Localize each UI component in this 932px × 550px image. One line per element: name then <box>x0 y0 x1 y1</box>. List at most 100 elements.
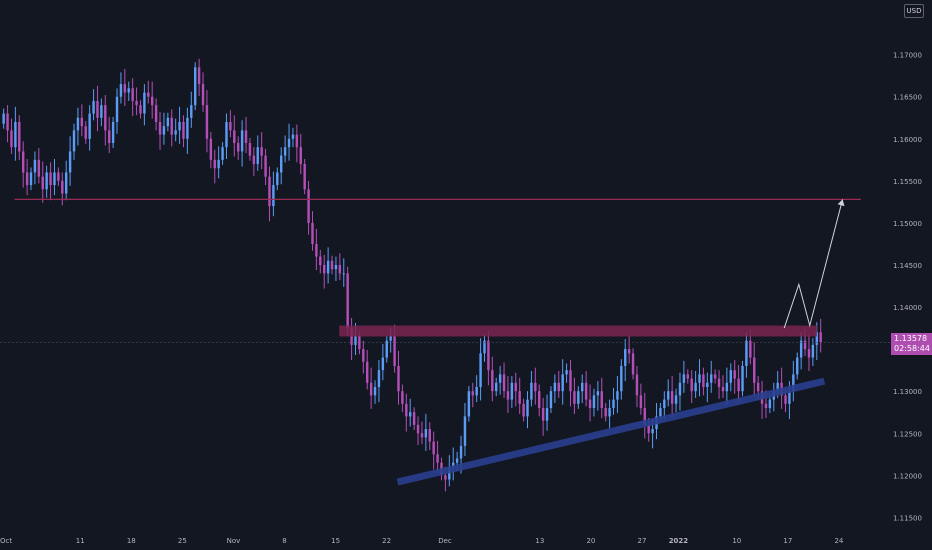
candle-body <box>647 424 650 434</box>
candle-body <box>217 159 220 169</box>
candle-body <box>334 265 338 270</box>
candle-body <box>538 391 541 409</box>
candle-body <box>150 96 154 106</box>
candle-body <box>229 121 232 131</box>
price-tick-label: 1.14500 <box>893 262 922 270</box>
candle-body <box>264 155 267 177</box>
time-tick-label: 2022 <box>669 537 689 545</box>
candle-body <box>491 370 494 392</box>
candle-body <box>710 374 713 383</box>
candle-body <box>170 117 173 135</box>
candle-body <box>694 382 697 392</box>
candle-body <box>627 349 631 354</box>
candle-body <box>53 172 56 186</box>
price-scale[interactable]: 1.115001.120001.125001.130001.135001.140… <box>890 0 932 530</box>
candle-body <box>96 100 99 118</box>
candle-body <box>565 370 568 375</box>
candle-body <box>569 370 572 392</box>
time-tick-label: 15 <box>331 537 340 545</box>
candle-body <box>506 391 510 400</box>
candle-body <box>123 84 127 93</box>
candle-body <box>549 391 553 409</box>
candle-body <box>287 138 291 148</box>
candle-body <box>389 336 392 341</box>
candle-body <box>588 399 592 409</box>
candle-body <box>248 143 252 156</box>
candle-body <box>541 408 545 421</box>
candle-body <box>416 424 420 434</box>
candle-body <box>236 143 240 152</box>
candlestick-chart[interactable] <box>0 0 890 530</box>
price-tick-label: 1.11500 <box>893 514 922 522</box>
candle-body <box>764 403 768 409</box>
resistance-zone[interactable] <box>339 325 818 337</box>
candle-body <box>792 374 795 392</box>
time-tick-label: 13 <box>535 537 544 545</box>
time-tick-label: 22 <box>382 537 391 545</box>
candle-body <box>45 172 48 190</box>
candle-body <box>143 92 146 114</box>
candle-body <box>756 382 760 392</box>
candle-body <box>577 391 580 404</box>
candle-body <box>725 382 729 392</box>
candle-body <box>471 391 474 396</box>
candle-body <box>193 67 197 106</box>
candle-body <box>64 172 68 194</box>
candle-body <box>721 386 725 392</box>
candle-body <box>260 147 263 156</box>
candle-body <box>612 399 615 409</box>
candle-body <box>100 105 103 118</box>
candle-body <box>338 265 342 274</box>
candle-body <box>330 260 334 270</box>
candle-body <box>147 92 150 97</box>
candle-body <box>467 391 471 417</box>
support-trendline[interactable] <box>396 377 826 486</box>
candle-body <box>452 462 455 467</box>
candle-body <box>663 399 666 409</box>
candle-body <box>41 176 44 190</box>
candle-body <box>690 378 693 392</box>
price-tick-label: 1.14000 <box>893 304 922 312</box>
price-tick-label: 1.12000 <box>893 472 922 480</box>
candle-body <box>608 408 611 417</box>
price-tick-label: 1.13000 <box>893 388 922 396</box>
candle-body <box>190 105 193 118</box>
projection-arrowhead <box>837 199 845 207</box>
candle-body <box>307 189 310 223</box>
candle-body <box>209 138 213 160</box>
candle-body <box>651 429 654 434</box>
currency-badge[interactable]: USD <box>904 4 924 18</box>
candle-body <box>37 159 41 177</box>
candle-body <box>815 332 818 345</box>
candle-body <box>377 370 381 387</box>
candle-body <box>158 121 162 135</box>
candle-body <box>362 349 365 362</box>
candle-body <box>592 395 596 409</box>
time-tick-label: Dec <box>438 537 452 545</box>
candle-body <box>768 399 772 409</box>
candle-body <box>174 130 177 135</box>
candle-body <box>624 349 627 366</box>
time-tick-label: Nov <box>227 537 241 545</box>
projection-path[interactable] <box>783 199 844 329</box>
candle-body <box>698 374 701 383</box>
candle-body <box>272 185 275 207</box>
time-scale[interactable]: Oct 11 18 25 Nov 8 15 22 Dec 13 20 27 2022 10 17 24 <box>0 530 890 550</box>
time-tick-label: 25 <box>178 537 187 545</box>
time-tick-label: 18 <box>127 537 136 545</box>
time-tick-label: 17 <box>783 537 792 545</box>
candle-body <box>409 412 412 417</box>
candle-body <box>745 340 748 366</box>
candle-body <box>373 386 377 396</box>
candle-body <box>670 391 674 404</box>
price-tick-label: 1.15000 <box>893 220 922 228</box>
candle-body <box>72 130 76 152</box>
candle-body <box>737 378 740 392</box>
time-tick-label: 10 <box>732 537 741 545</box>
candle-body <box>432 441 435 455</box>
candle-body <box>221 147 224 160</box>
candle-body <box>459 445 463 459</box>
candle-body <box>502 374 506 392</box>
candle-body <box>733 370 736 379</box>
candle-body <box>596 391 600 396</box>
